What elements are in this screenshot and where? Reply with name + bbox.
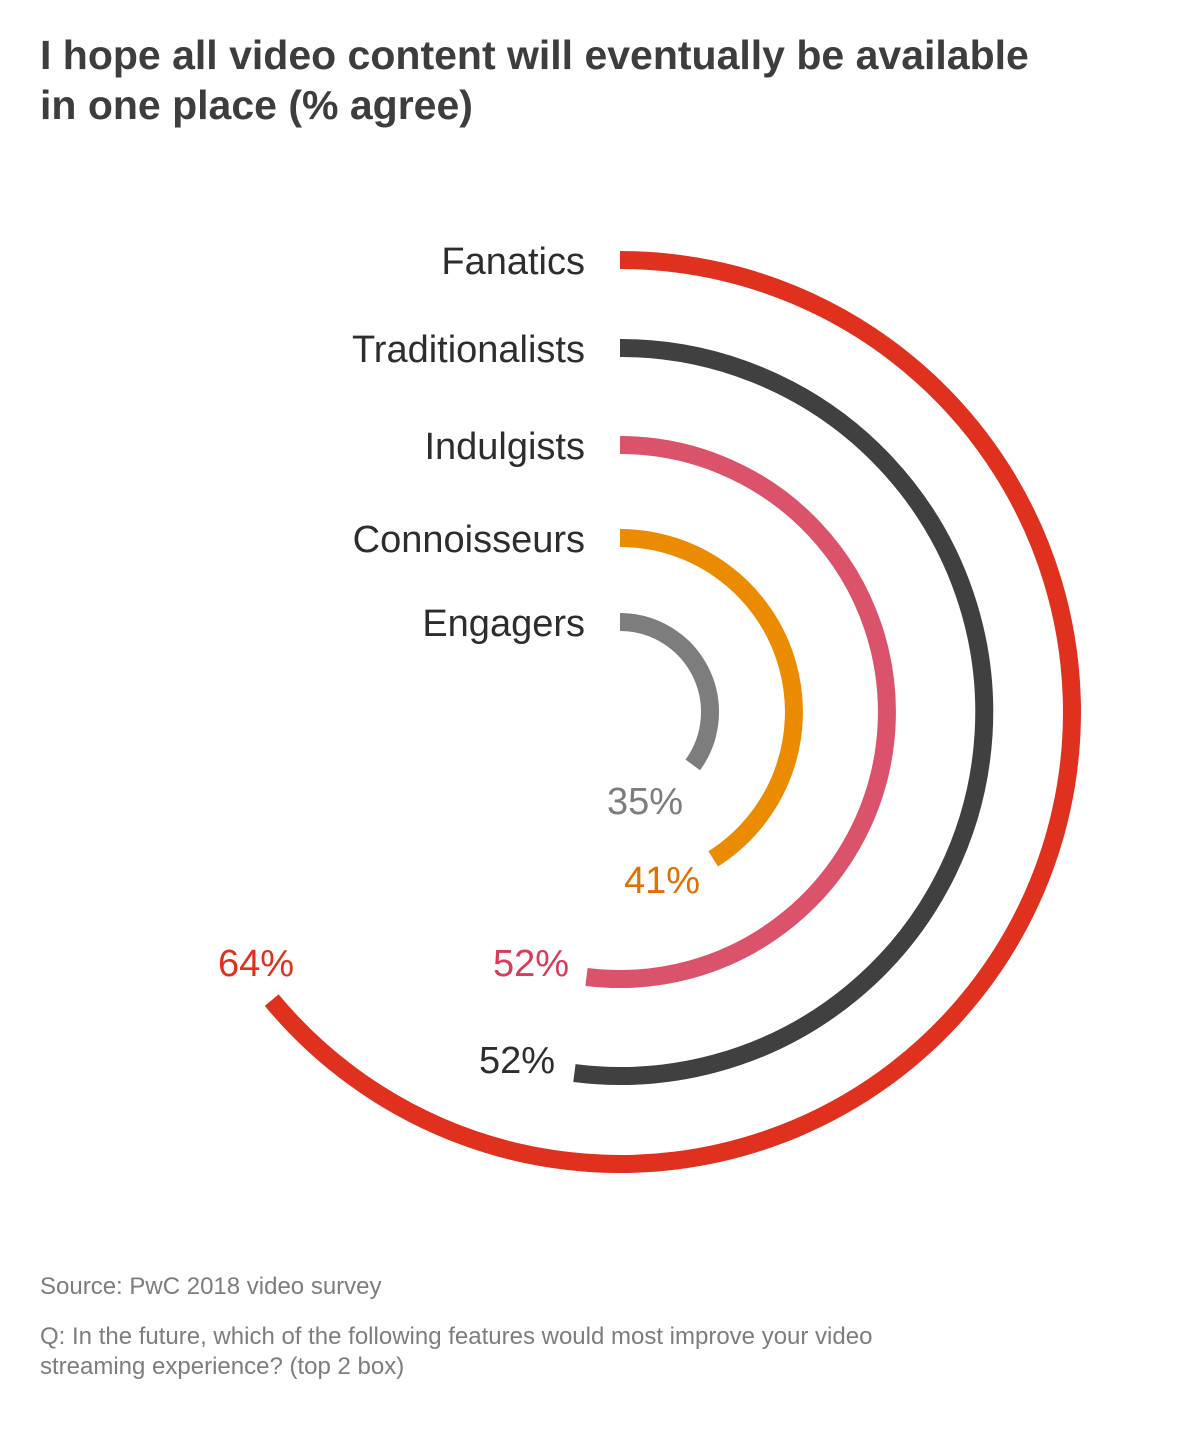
question-note: Q: In the future, which of the following… (40, 1323, 873, 1380)
value-label: 64% (218, 943, 294, 985)
value-label: 52% (479, 1040, 555, 1082)
value-label: 52% (493, 943, 569, 985)
category-label: Fanatics (441, 241, 585, 283)
arc-connoisseurs (619, 529, 803, 867)
category-label: Indulgists (424, 426, 585, 468)
arc-traditionalists (573, 339, 994, 1085)
chart-title: I hope all video content will eventually… (40, 32, 1029, 128)
value-label: 41% (624, 860, 700, 902)
arc-engagers (619, 613, 719, 771)
category-label: Traditionalists (352, 329, 585, 371)
category-label: Engagers (422, 603, 585, 645)
arc-indulgists (585, 436, 896, 988)
category-label: Connoisseurs (353, 519, 585, 561)
arc-fanatics (264, 251, 1081, 1173)
source-note: Source: PwC 2018 video survey (40, 1273, 382, 1300)
value-label: 35% (607, 781, 683, 823)
